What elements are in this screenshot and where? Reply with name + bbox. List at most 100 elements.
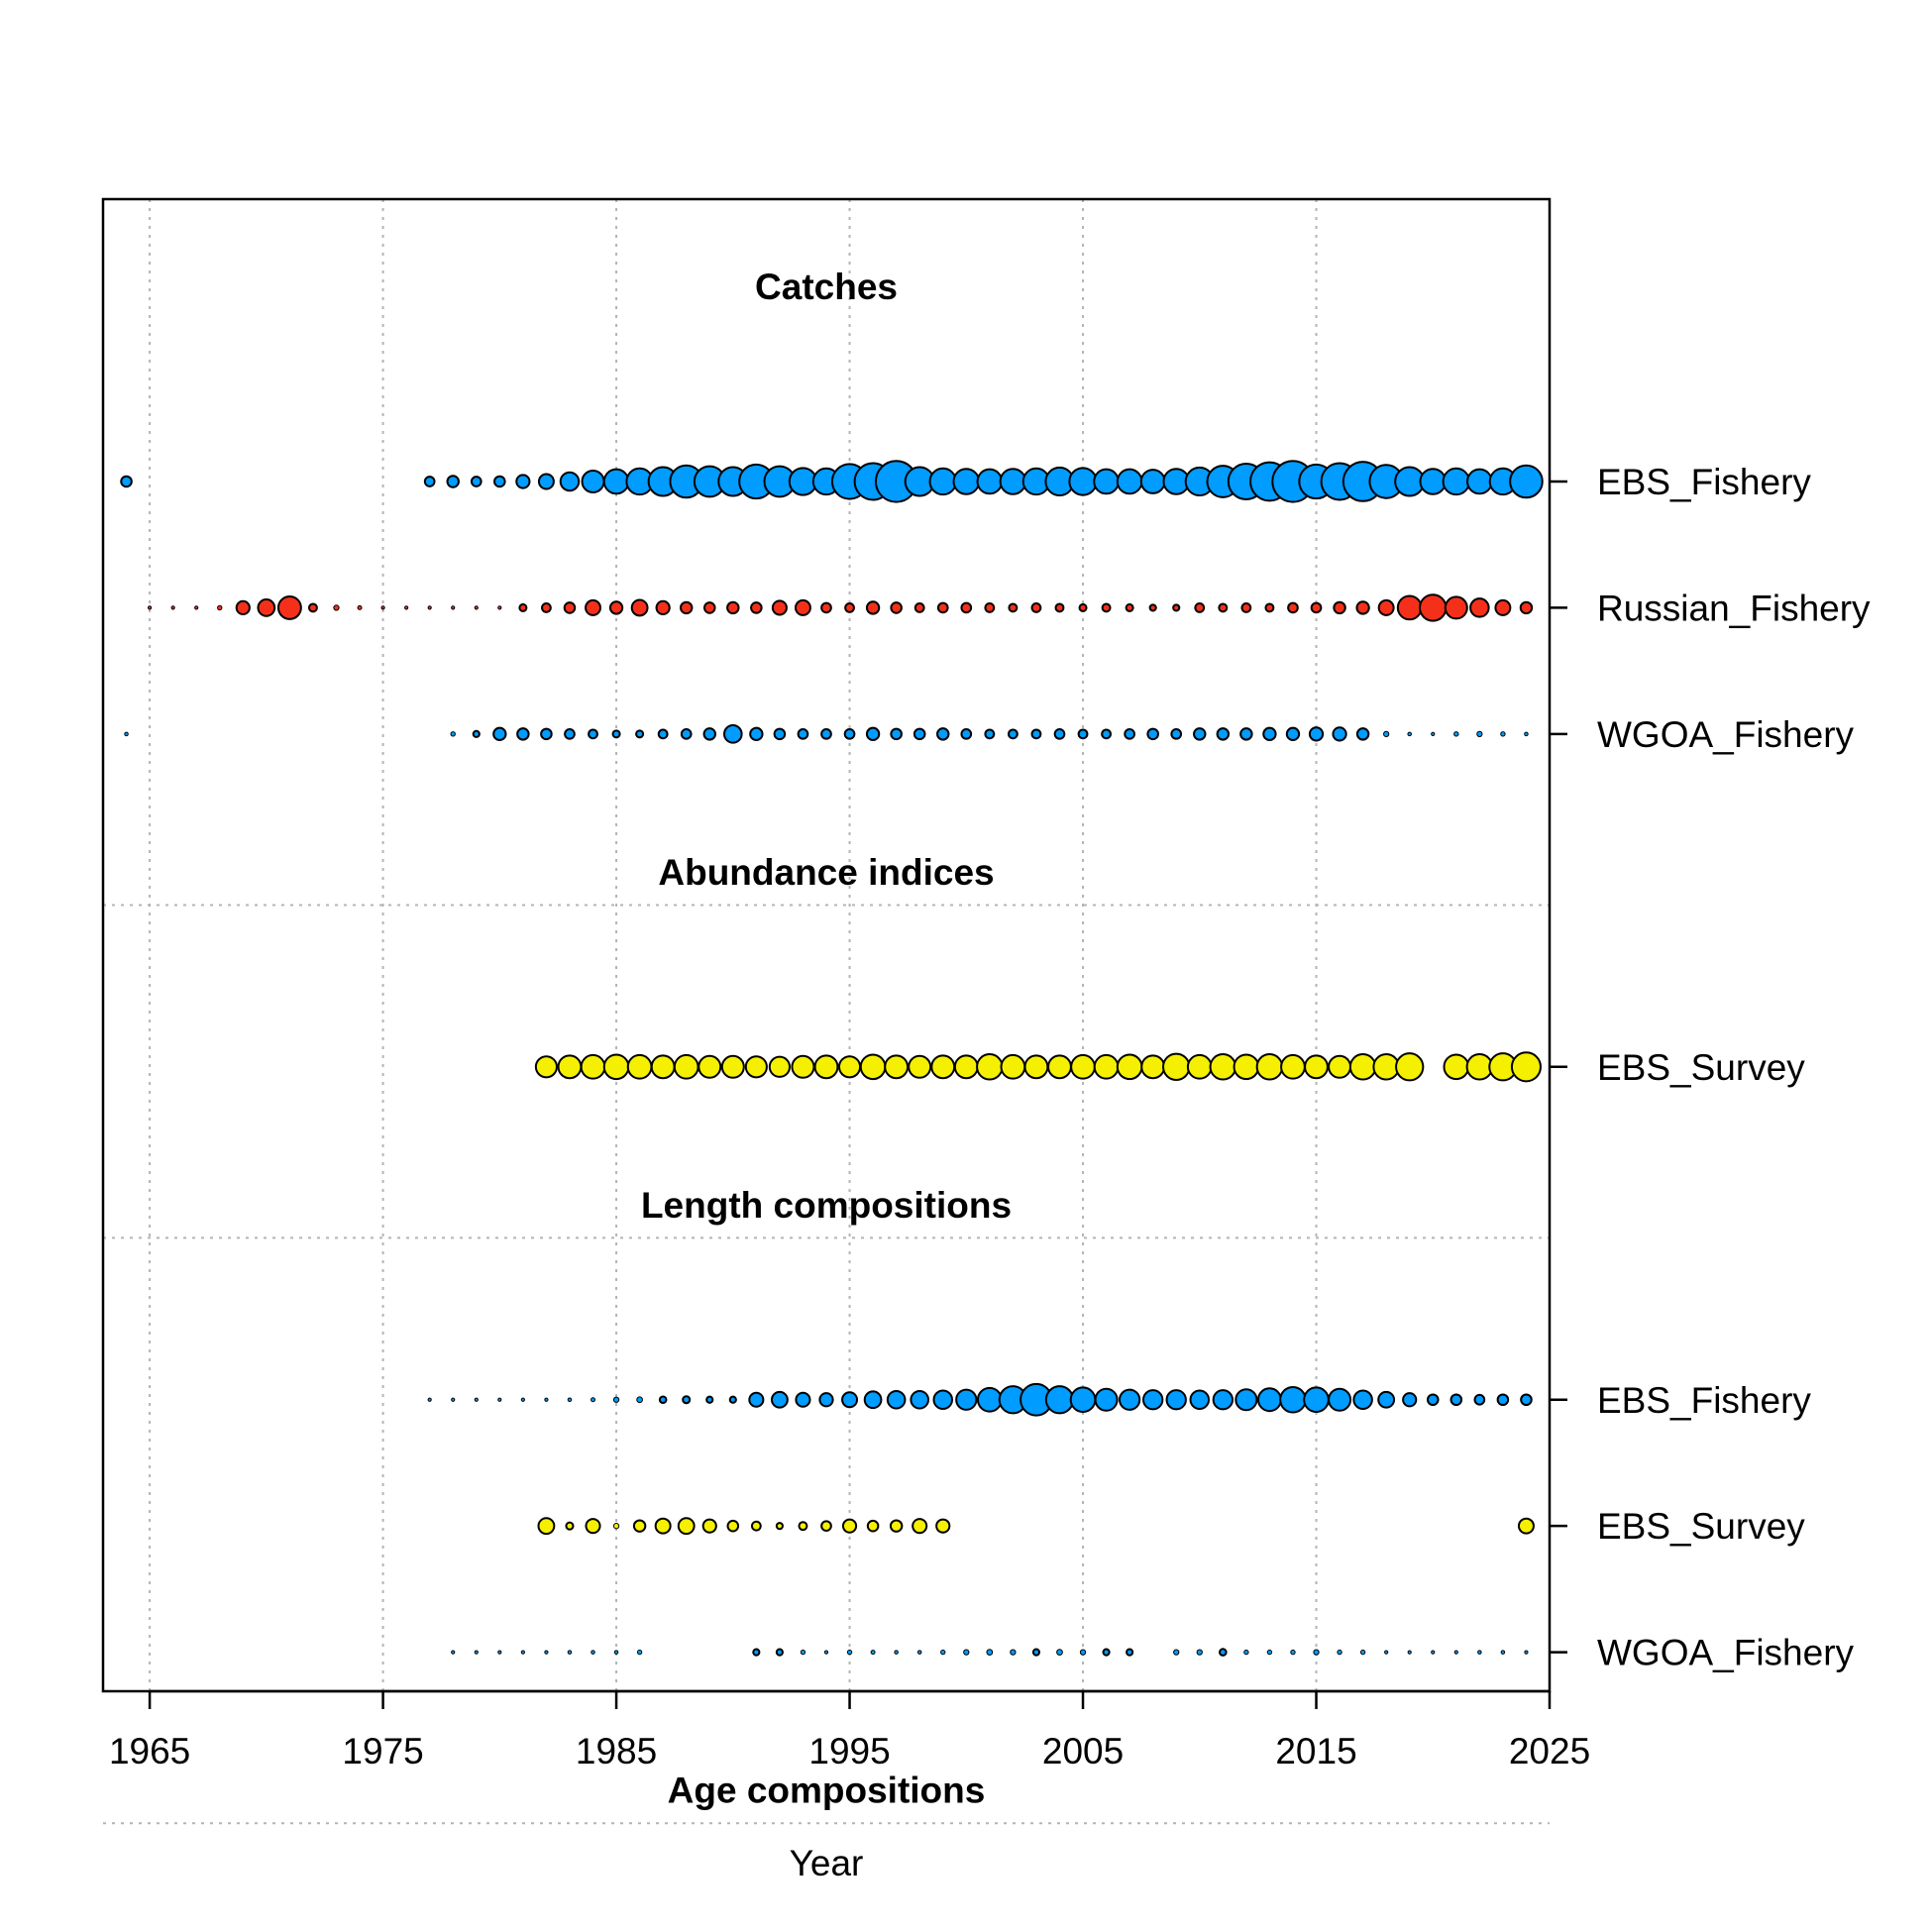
data-point [999,468,1027,495]
data-point [1407,731,1412,737]
data-point [1116,468,1143,495]
data-point [1189,1389,1211,1410]
data-point [1078,602,1088,612]
data-point [823,1650,829,1655]
data-point [1186,1053,1213,1080]
data-point [1355,727,1370,741]
data-point [773,727,787,741]
data-point [820,601,832,614]
data-point [472,729,481,738]
data-point [1255,1053,1284,1081]
data-point [960,601,973,614]
data-point [1141,1389,1164,1411]
data-point [1165,1389,1187,1411]
data-point [1524,1650,1529,1655]
data-point [580,1053,606,1080]
data-point [749,726,764,742]
data-point [837,1055,862,1079]
data-point [1256,1387,1282,1413]
data-point [1264,602,1275,613]
data-point [1453,1650,1458,1655]
data-point [1520,1393,1533,1407]
data-point [771,599,788,616]
series-label: WGOA_Fishery [1597,714,1855,755]
data-point [813,1054,839,1080]
data-point [705,1395,714,1404]
x-tick-label-1985: 1985 [576,1731,657,1771]
data-point [1010,1649,1017,1656]
x-tick-label-2005: 2005 [1042,1731,1124,1771]
data-point [1279,1385,1307,1414]
data-point [748,1391,765,1408]
data-point [608,600,624,615]
data-point [1328,1054,1352,1079]
data-point [626,1053,653,1080]
data-point [797,728,809,740]
data-point [124,731,129,737]
data-point [1140,1054,1166,1080]
data-point [1196,1649,1203,1656]
data-point [1239,727,1253,741]
data-point [1355,600,1370,615]
series-label: EBS_Fishery [1597,1380,1811,1421]
data-point [541,602,552,613]
data-point [1101,728,1112,740]
data-point [588,728,598,740]
data-point [976,468,1004,495]
data-point [1444,595,1468,620]
data-point [702,601,716,614]
data-point [1384,1650,1389,1655]
data-point [726,1519,740,1533]
data-point [1233,1053,1260,1081]
data-point [567,1397,573,1403]
data-point [147,605,153,610]
plot-frame [101,197,1552,1693]
data-point [1431,1650,1436,1655]
data-point [702,727,716,741]
data-point [976,1053,1004,1081]
data-point [859,1053,887,1081]
data-point [630,598,649,617]
data-point [611,729,621,739]
data-point [1443,1053,1470,1081]
series-label: EBS_Fishery [1597,462,1811,502]
data-point [984,602,996,613]
grid-lines [149,199,1551,1691]
data-point [1402,1392,1418,1408]
data-point [1070,1053,1096,1080]
data-point [1125,602,1134,612]
data-point [451,605,456,610]
data-point [217,604,223,611]
data-point [590,1397,595,1403]
data-point [1212,1389,1234,1411]
data-point [1500,731,1506,737]
data-point [194,605,199,610]
data-point [1517,1517,1535,1535]
data-point [1023,1054,1049,1080]
x-tick-label-1975: 1975 [342,1731,423,1771]
data-point [1328,1387,1352,1412]
data-point [451,1397,456,1402]
data-point [565,1521,575,1531]
data-point [1280,1053,1306,1080]
section-title: Abundance indices [658,852,994,893]
data-point [1173,1649,1180,1656]
data-point [963,1649,970,1656]
data-point [1007,728,1019,740]
data-point [497,605,502,610]
data-point [1449,1393,1463,1407]
data-point [682,1395,692,1405]
data-point [450,731,456,737]
data-point [841,1518,858,1534]
data-point [1377,598,1395,616]
data-point [1093,468,1120,495]
data-point [451,1650,456,1655]
data-point [863,1390,883,1410]
data-point [333,604,340,611]
data-point [1303,1386,1330,1414]
data-point [1000,1053,1026,1080]
data-point [1008,602,1019,613]
data-point [890,601,903,614]
data-point [1054,602,1065,613]
data-point [1494,598,1512,616]
